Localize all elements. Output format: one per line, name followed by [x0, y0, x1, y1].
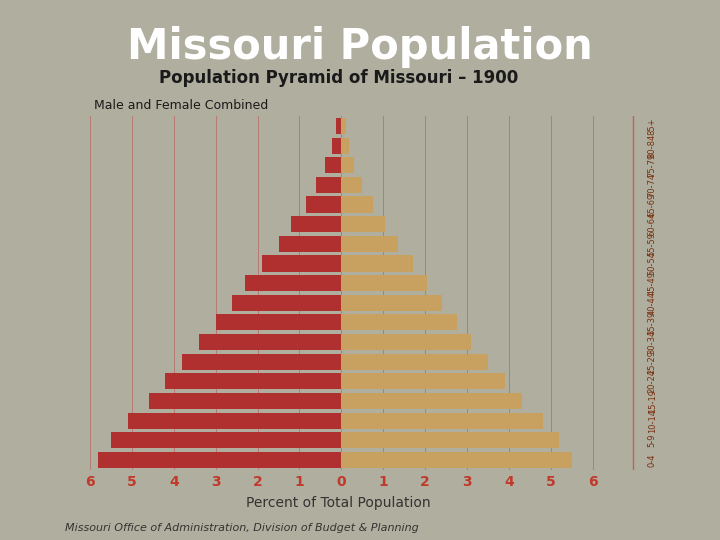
Bar [148, 393, 341, 409]
Bar [341, 334, 472, 350]
Text: 20-24: 20-24 [648, 369, 657, 393]
Text: 50-54: 50-54 [648, 252, 657, 275]
Text: 30-34: 30-34 [648, 330, 657, 354]
Bar [111, 432, 341, 448]
Bar [306, 197, 341, 213]
Bar [199, 334, 341, 350]
Bar [332, 138, 341, 154]
Text: 70-74: 70-74 [648, 173, 657, 197]
Text: 60-64: 60-64 [648, 212, 657, 237]
Bar [341, 255, 413, 272]
Bar [262, 255, 341, 272]
Bar [341, 373, 505, 389]
Text: 45-49: 45-49 [648, 271, 657, 295]
Bar [245, 275, 341, 291]
Bar [216, 314, 341, 330]
Text: Percent of Total Population: Percent of Total Population [246, 496, 431, 510]
Bar [341, 314, 456, 330]
Text: 25-29: 25-29 [648, 350, 657, 374]
Text: 55-59: 55-59 [648, 232, 657, 256]
Bar [341, 138, 349, 154]
Bar [341, 452, 572, 468]
Bar [291, 216, 341, 232]
Text: 15-19: 15-19 [648, 389, 657, 413]
Bar [182, 354, 341, 370]
Text: 0-4: 0-4 [648, 453, 657, 467]
Text: 75-79: 75-79 [648, 153, 657, 177]
Text: 40-44: 40-44 [648, 291, 657, 315]
Bar [99, 452, 341, 468]
Bar [127, 413, 341, 429]
Text: 85+: 85+ [648, 117, 657, 134]
Text: 80-84: 80-84 [648, 133, 657, 158]
Bar [341, 275, 428, 291]
Bar [341, 295, 442, 311]
Bar [341, 413, 543, 429]
Bar [316, 177, 341, 193]
Text: Population Pyramid of Missouri – 1900: Population Pyramid of Missouri – 1900 [159, 69, 518, 87]
Text: 65-69: 65-69 [648, 192, 657, 217]
Text: 5-9: 5-9 [648, 434, 657, 447]
Bar [279, 236, 341, 252]
Text: 35-39: 35-39 [648, 310, 657, 335]
Text: Male and Female Combined: Male and Female Combined [94, 99, 268, 112]
Bar [341, 177, 362, 193]
Bar [233, 295, 341, 311]
Text: 10-14: 10-14 [648, 409, 657, 433]
Bar [341, 157, 354, 173]
Bar [341, 216, 385, 232]
Bar [336, 118, 341, 134]
Bar [341, 236, 398, 252]
Bar [341, 432, 559, 448]
Bar [341, 118, 346, 134]
Bar [325, 157, 341, 173]
Text: Missouri Population: Missouri Population [127, 26, 593, 68]
Bar [341, 197, 373, 213]
Bar [341, 354, 488, 370]
Bar [341, 393, 521, 409]
Bar [166, 373, 341, 389]
Text: Missouri Office of Administration, Division of Budget & Planning: Missouri Office of Administration, Divis… [65, 523, 418, 533]
